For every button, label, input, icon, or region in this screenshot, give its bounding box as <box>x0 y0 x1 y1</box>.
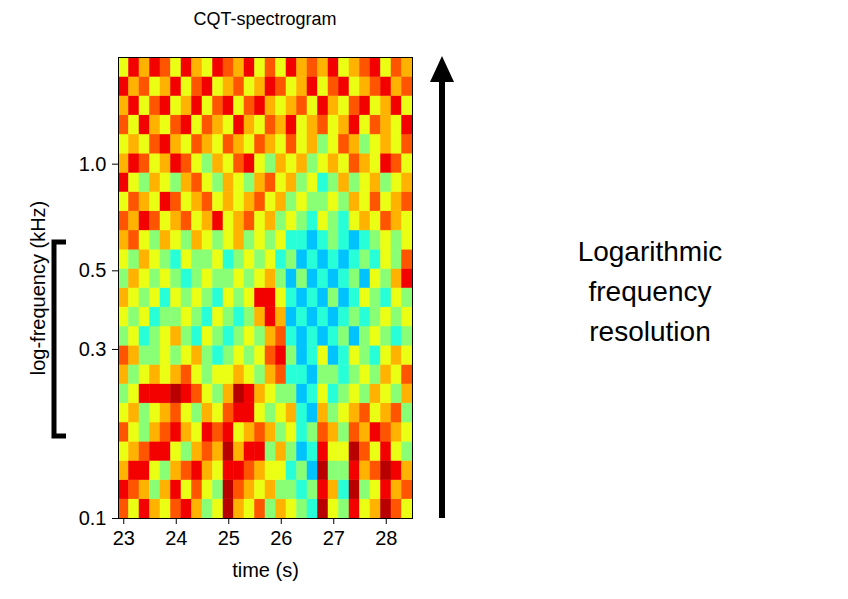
svg-text:24: 24 <box>165 527 187 549</box>
svg-text:25: 25 <box>218 527 240 549</box>
svg-text:time (s): time (s) <box>232 559 299 581</box>
svg-text:28: 28 <box>375 527 397 549</box>
svg-text:0.3: 0.3 <box>79 338 107 360</box>
html-text:resolution: resolution <box>589 316 711 347</box>
svg-text:0.1: 0.1 <box>79 507 107 529</box>
html-text:frequency: frequency <box>588 276 712 307</box>
svg-text:1.0: 1.0 <box>79 153 107 175</box>
svg-text:26: 26 <box>270 527 292 549</box>
svg-text:0.5: 0.5 <box>79 259 107 281</box>
html-text:Logarithmic: Logarithmic <box>577 236 723 267</box>
svg-text:23: 23 <box>113 527 135 549</box>
svg-text:log-frequency (kHz): log-frequency (kHz) <box>27 201 49 376</box>
html-text:CQT-spectrogram: CQT-spectrogram <box>193 9 337 29</box>
svg-text:27: 27 <box>323 527 345 549</box>
